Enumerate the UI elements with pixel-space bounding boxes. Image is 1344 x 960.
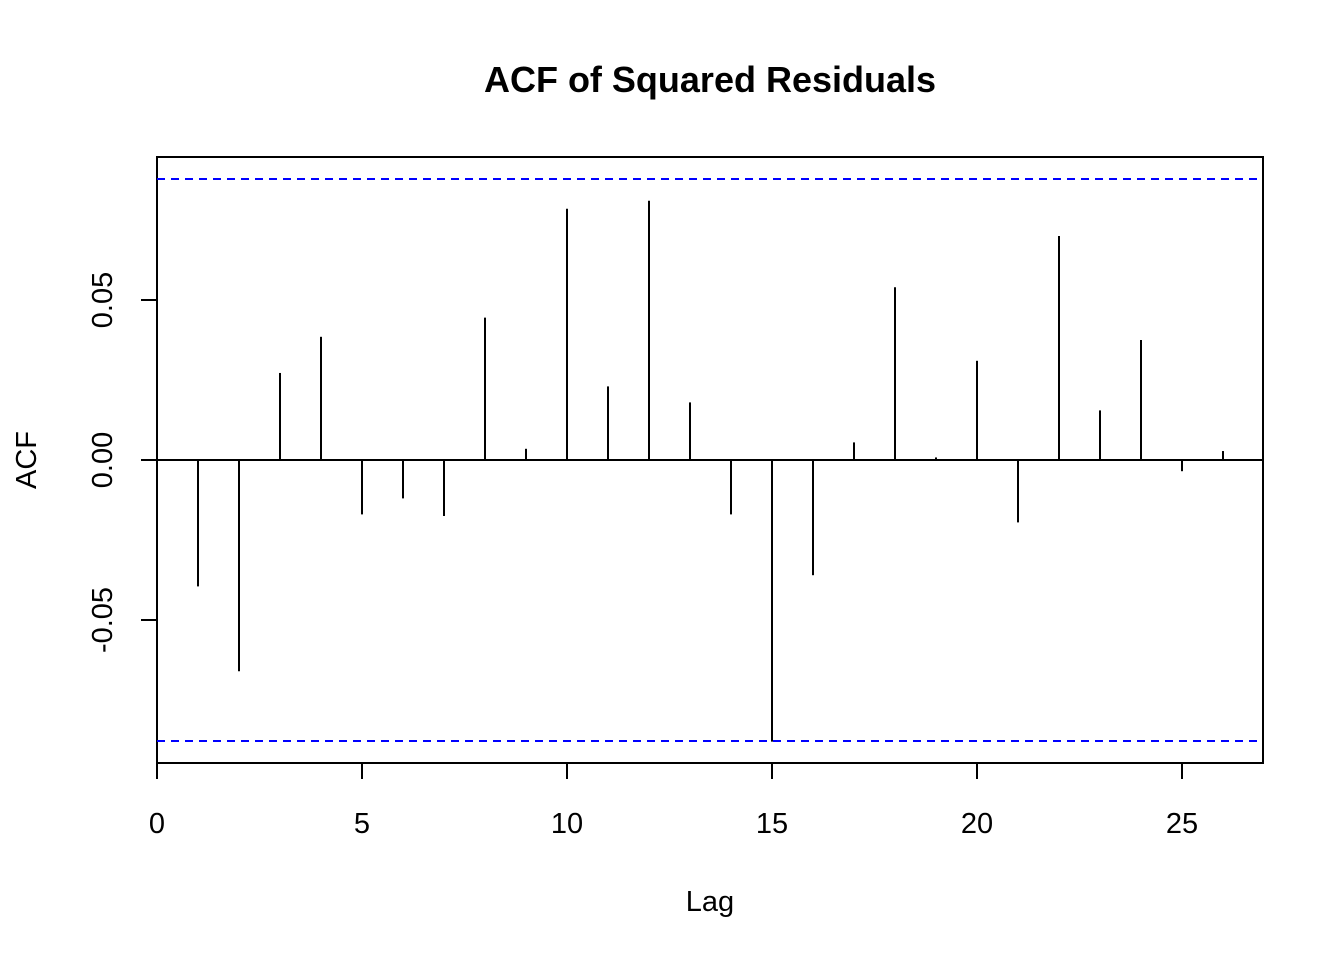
x-tick-label: 10 xyxy=(551,808,583,840)
y-tick-label: 0.05 xyxy=(87,272,119,328)
x-tick-label: 15 xyxy=(756,808,788,840)
y-tick-label: -0.05 xyxy=(87,587,119,653)
y-axis-label: ACF xyxy=(11,431,43,489)
x-axis-label: Lag xyxy=(686,886,734,918)
x-tick-label: 0 xyxy=(149,808,165,840)
y-axis: -0.05 0.00 0.05 xyxy=(87,272,158,653)
plot-layer xyxy=(157,178,1263,742)
chart-title: ACF of Squared Residuals xyxy=(484,59,936,100)
x-tick-label: 25 xyxy=(1166,808,1198,840)
x-tick-label: 5 xyxy=(354,808,370,840)
y-tick-label: 0.00 xyxy=(87,432,119,488)
x-tick-label: 20 xyxy=(961,808,993,840)
x-axis: 0 5 10 15 20 25 xyxy=(149,762,1198,840)
